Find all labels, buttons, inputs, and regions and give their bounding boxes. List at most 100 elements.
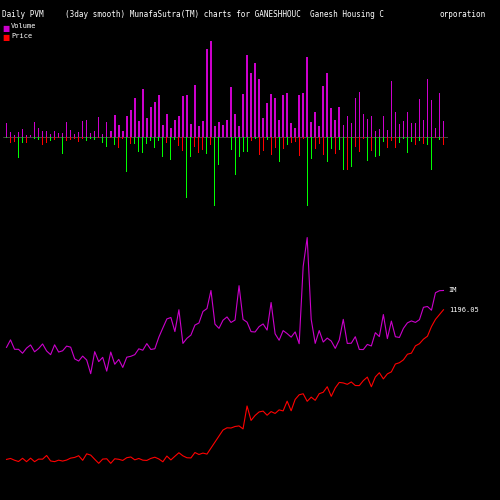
Bar xyxy=(367,137,368,160)
Bar xyxy=(122,131,124,137)
Bar xyxy=(402,120,404,137)
Bar xyxy=(399,137,400,143)
Bar xyxy=(138,120,140,137)
Bar xyxy=(170,128,172,137)
Bar xyxy=(302,93,304,137)
Bar xyxy=(210,42,212,137)
Text: IM: IM xyxy=(448,288,457,294)
Bar xyxy=(443,137,444,145)
Bar xyxy=(290,137,292,143)
Bar xyxy=(174,120,176,137)
Text: Ganesh Housing C: Ganesh Housing C xyxy=(310,10,384,19)
Bar xyxy=(310,122,312,137)
Bar xyxy=(150,107,152,137)
Bar xyxy=(334,120,336,137)
Bar xyxy=(378,130,380,137)
Bar xyxy=(190,137,192,158)
Bar xyxy=(70,137,71,140)
Bar xyxy=(362,114,364,137)
Bar xyxy=(158,137,160,141)
Bar xyxy=(403,137,404,140)
Bar xyxy=(314,112,316,137)
Bar xyxy=(94,137,95,140)
Bar xyxy=(14,137,15,142)
Bar xyxy=(134,98,136,137)
Bar xyxy=(106,137,107,147)
Bar xyxy=(82,137,83,138)
Bar xyxy=(98,137,99,138)
Bar xyxy=(134,137,136,144)
Bar xyxy=(391,137,392,141)
Bar xyxy=(410,123,412,137)
Bar xyxy=(330,108,332,137)
Bar xyxy=(370,116,372,137)
Bar xyxy=(178,116,180,137)
Bar xyxy=(230,87,232,137)
Bar xyxy=(338,108,340,137)
Bar xyxy=(82,122,84,137)
Text: ■: ■ xyxy=(2,33,10,42)
Bar xyxy=(66,122,68,137)
Bar xyxy=(86,137,87,140)
Bar xyxy=(250,74,252,137)
Bar xyxy=(62,134,64,137)
Bar xyxy=(355,137,356,147)
Bar xyxy=(114,137,115,144)
Bar xyxy=(254,62,256,137)
Bar xyxy=(218,122,220,137)
Bar xyxy=(130,110,132,137)
Bar xyxy=(366,119,368,137)
Bar xyxy=(38,128,40,137)
Bar xyxy=(258,137,260,155)
Bar xyxy=(146,137,148,144)
Bar xyxy=(66,137,67,141)
Bar xyxy=(374,131,376,137)
Bar xyxy=(46,137,47,143)
Bar xyxy=(42,137,43,145)
Text: ■: ■ xyxy=(2,24,10,32)
Bar xyxy=(274,137,276,147)
Bar xyxy=(214,137,216,222)
Bar xyxy=(286,93,288,137)
Bar xyxy=(126,116,128,137)
Bar xyxy=(359,137,360,152)
Bar xyxy=(50,137,51,141)
Bar xyxy=(62,137,63,154)
Bar xyxy=(154,102,156,137)
Bar xyxy=(415,137,416,145)
Text: (3day smooth) MunafaSutra(TM) charts for GANESHHOUC: (3day smooth) MunafaSutra(TM) charts for… xyxy=(65,10,301,19)
Bar xyxy=(174,137,176,140)
Bar xyxy=(383,137,384,142)
Bar xyxy=(406,112,408,137)
Bar xyxy=(419,137,420,141)
Bar xyxy=(234,137,236,175)
Bar xyxy=(363,137,364,140)
Bar xyxy=(395,137,396,148)
Bar xyxy=(38,137,39,140)
Bar xyxy=(422,120,424,137)
Bar xyxy=(286,137,288,144)
Bar xyxy=(387,137,388,148)
Bar xyxy=(162,124,164,137)
Bar xyxy=(294,137,296,142)
Text: Volume: Volume xyxy=(11,24,36,30)
Bar xyxy=(254,137,256,139)
Bar xyxy=(343,137,344,170)
Bar xyxy=(386,130,388,137)
Bar xyxy=(318,126,320,137)
Bar xyxy=(74,134,76,137)
Bar xyxy=(230,137,232,150)
Bar xyxy=(78,137,79,142)
Bar xyxy=(423,137,424,143)
Bar xyxy=(126,137,128,172)
Bar xyxy=(214,126,216,137)
Bar xyxy=(78,132,80,137)
Text: orporation: orporation xyxy=(440,10,486,19)
Text: 1196.05: 1196.05 xyxy=(448,306,478,312)
Bar xyxy=(198,137,200,153)
Bar xyxy=(146,118,148,137)
Bar xyxy=(434,128,436,137)
Bar xyxy=(54,132,56,137)
Bar xyxy=(202,137,203,150)
Bar xyxy=(90,134,92,137)
